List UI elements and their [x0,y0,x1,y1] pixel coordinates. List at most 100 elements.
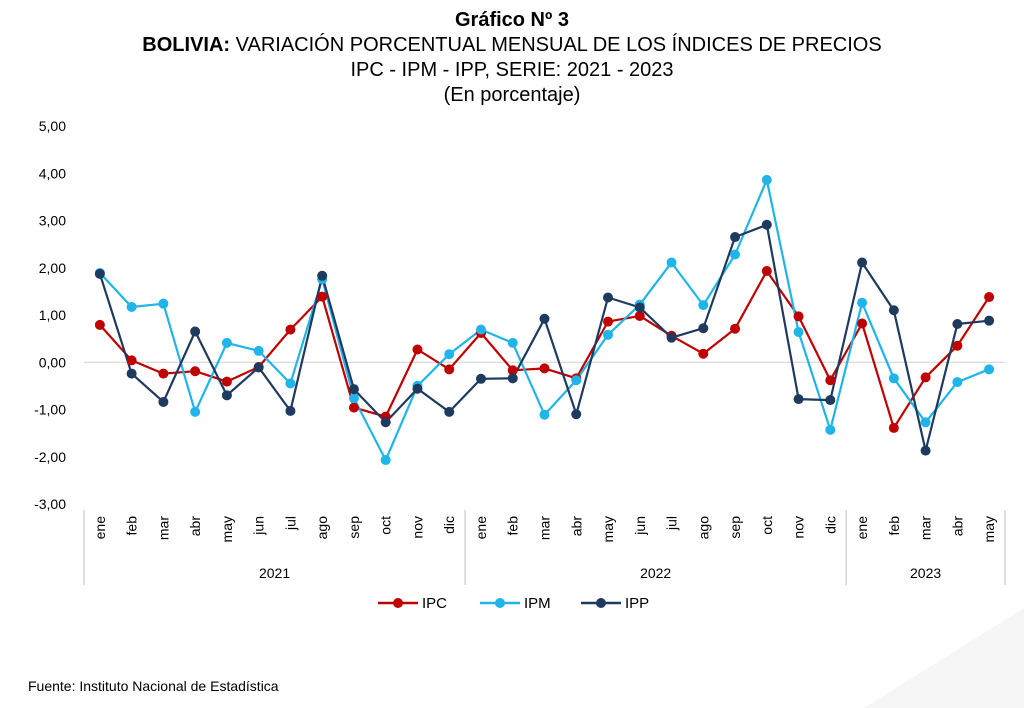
x-tick-label: ene [92,516,108,540]
data-point-ipm [761,174,772,185]
data-point-ipc [825,375,836,386]
data-point-ipp [761,219,772,230]
data-point-ipc [698,348,709,359]
decorative-watermark [864,608,1024,708]
x-tick-label: ene [473,516,489,540]
data-point-ipc [126,355,137,366]
x-tick-label: dic [441,516,457,534]
data-point-ipp [920,445,931,456]
x-tick-label: ago [314,516,330,540]
data-point-ipp [348,384,359,395]
data-point-ipp [698,323,709,334]
x-tick-label: may [600,516,616,542]
data-point-ipp [952,318,963,329]
data-point-ipm [348,393,359,404]
data-point-ipm [475,324,486,335]
chart-subtitle: IPC - IPM - IPP, SERIE: 2021 - 2023 [350,59,674,81]
x-tick-label: feb [124,516,140,536]
y-tick-label: 0,00 [39,354,66,370]
data-point-ipm [793,327,804,338]
x-group-label: 2021 [259,565,290,581]
data-point-ipm [285,378,296,389]
data-point-ipc [412,344,423,355]
x-tick-label: abr [568,516,584,537]
data-point-ipc [857,318,868,329]
data-point-ipc [348,402,359,413]
data-point-ipm [126,301,137,312]
data-point-ipp [603,292,614,303]
data-point-ipc [952,340,963,351]
x-tick-label: abr [187,516,203,537]
data-point-ipp [412,383,423,394]
data-point-ipp [825,395,836,406]
data-point-ipp [888,305,899,316]
data-point-ipc [158,368,169,379]
data-point-ipc [920,372,931,383]
y-tick-label: 5,00 [39,118,66,134]
x-tick-label: feb [886,516,902,536]
x-group-label: 2022 [640,565,671,581]
data-point-ipm [444,349,455,360]
data-point-ipp [221,390,232,401]
y-tick-label: 3,00 [39,213,66,229]
legend-label-ipc: IPC [422,595,447,612]
data-point-ipc [190,366,201,377]
data-point-ipp [94,268,105,279]
chart-unit-note: (En porcentaje) [443,84,581,106]
data-point-ipp [984,315,995,326]
y-tick-label: 2,00 [39,260,66,276]
data-point-ipm [158,298,169,309]
x-tick-label: oct [378,516,394,535]
data-point-ipm [380,455,391,466]
data-point-ipc [984,292,995,303]
x-tick-label: feb [505,516,521,536]
data-point-ipm [888,373,899,384]
chart-title: BOLIVIA: VARIACIÓN PORCENTUAL MENSUAL DE… [0,33,1024,58]
x-tick-label: nov [409,516,425,539]
data-point-ipm [253,345,264,356]
data-point-ipp [158,396,169,407]
data-point-ipc [444,364,455,375]
data-point-ipp [126,368,137,379]
y-tick-label: 1,00 [39,307,66,323]
data-point-ipp [507,373,518,384]
x-tick-label: mar [918,516,934,540]
x-tick-label: abr [949,516,965,537]
data-point-ipm [221,337,232,348]
data-point-ipp [253,362,264,373]
data-point-ipc [793,311,804,322]
x-tick-label: mar [537,516,553,540]
data-point-ipm [571,375,582,386]
data-point-ipm [952,377,963,388]
data-point-ipc [539,363,550,374]
x-tick-label: oct [759,516,775,535]
y-tick-label: 4,00 [39,165,66,181]
data-point-ipp [285,405,296,416]
data-point-ipm [920,417,931,428]
x-tick-label: may [219,516,235,542]
legend-marker-ipm [495,598,505,608]
chart-title-country: BOLIVIA: [142,34,231,56]
data-point-ipm [730,249,741,260]
data-point-ipc [888,422,899,433]
x-tick-label: nov [791,516,807,539]
data-point-ipc [730,323,741,334]
y-tick-label: -2,00 [34,449,66,465]
chart-title-block: Gráfico Nº 3 BOLIVIA: VARIACIÓN PORCENTU… [0,8,1024,108]
data-point-ipc [94,319,105,330]
data-point-ipm [857,297,868,308]
data-point-ipm [666,257,677,268]
y-tick-label: -1,00 [34,402,66,418]
data-point-ipp [634,302,645,313]
x-tick-label: may [981,516,997,542]
line-chart: 5,00 4,00 3,00 2,00 1,00 0,00 -1,00 -2,00 -3,00 2… [34,118,1006,612]
data-point-ipp [666,332,677,343]
data-point-ipc [221,376,232,387]
legend-marker-ipp [596,598,606,608]
data-point-ipp [730,232,741,243]
data-point-ipm [190,406,201,417]
data-point-ipp [317,270,328,281]
data-point-ipp [857,257,868,268]
x-tick-label: jun [251,516,267,536]
y-tick-label: -3,00 [34,496,66,512]
